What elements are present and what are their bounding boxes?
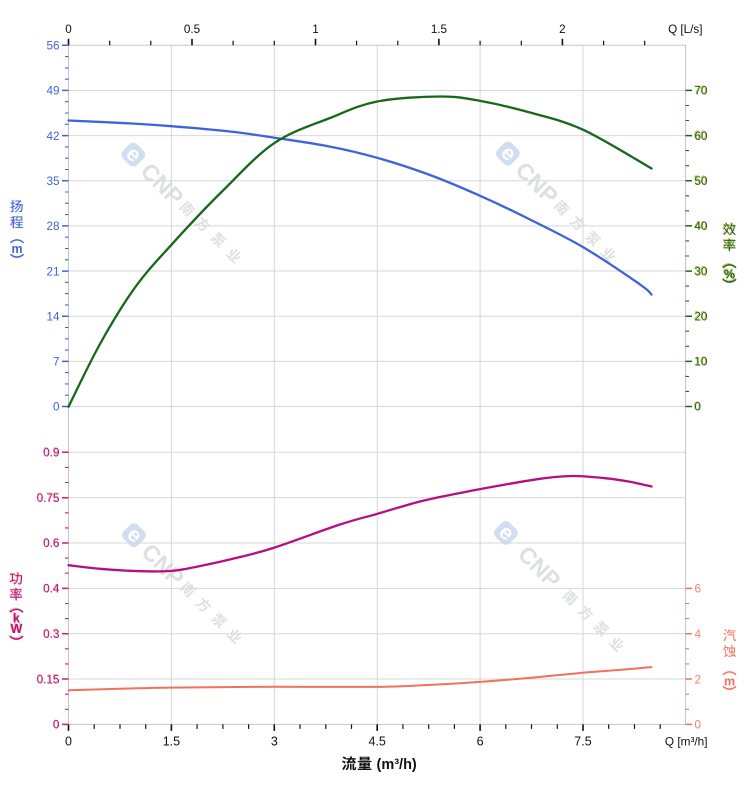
svg-text:Q [m³/h]: Q [m³/h] [665, 735, 708, 749]
svg-text:70: 70 [694, 85, 707, 97]
svg-text:%: % [723, 267, 734, 281]
svg-text:0: 0 [52, 719, 58, 731]
svg-text:W: W [11, 622, 23, 636]
svg-text:35: 35 [46, 175, 60, 188]
svg-text:20: 20 [695, 310, 709, 323]
svg-text:50: 50 [694, 175, 707, 187]
svg-text:0.3: 0.3 [43, 628, 59, 641]
svg-text:k: k [12, 611, 19, 625]
svg-text:0.9: 0.9 [43, 447, 59, 460]
svg-text:m: m [11, 242, 22, 256]
svg-text:0: 0 [694, 401, 700, 413]
svg-text:7: 7 [53, 356, 60, 369]
svg-text:56: 56 [46, 40, 59, 53]
svg-text:21: 21 [46, 265, 59, 278]
svg-text:30: 30 [695, 265, 709, 278]
svg-text:0: 0 [695, 719, 702, 732]
svg-text:1.5: 1.5 [431, 23, 448, 36]
svg-text:4.5: 4.5 [369, 735, 386, 749]
svg-text:m: m [724, 674, 735, 688]
svg-text:0.4: 0.4 [43, 583, 60, 595]
svg-text:3: 3 [271, 735, 278, 749]
svg-text:(m³/h): (m³/h) [377, 757, 417, 773]
svg-text:10: 10 [694, 356, 707, 368]
svg-text:60: 60 [695, 130, 709, 143]
svg-text:2: 2 [559, 23, 566, 36]
svg-text:28: 28 [46, 220, 59, 233]
svg-text:6: 6 [477, 735, 484, 749]
svg-text:0.5: 0.5 [184, 23, 201, 36]
svg-text:4: 4 [695, 628, 702, 641]
svg-text:2: 2 [695, 673, 702, 686]
svg-text:0.3: 0.3 [43, 628, 59, 640]
svg-text:20: 20 [694, 311, 707, 323]
svg-text:0.75: 0.75 [37, 492, 60, 505]
svg-text:42: 42 [46, 130, 59, 143]
svg-text:Q [L/s]: Q [L/s] [668, 23, 702, 36]
svg-text:0.9: 0.9 [43, 447, 59, 459]
svg-text:k: k [13, 612, 20, 626]
svg-text:30: 30 [694, 265, 707, 277]
svg-text:1: 1 [312, 23, 319, 36]
svg-text:0: 0 [65, 735, 72, 749]
svg-text:40: 40 [694, 220, 707, 232]
svg-text:0.4: 0.4 [43, 583, 60, 596]
svg-text:0.75: 0.75 [36, 492, 58, 504]
svg-text:6: 6 [695, 583, 702, 596]
svg-text:40: 40 [695, 220, 709, 233]
svg-text:70: 70 [695, 85, 709, 98]
svg-text:0: 0 [695, 401, 702, 414]
svg-text:49: 49 [46, 85, 59, 98]
svg-text:14: 14 [46, 310, 60, 323]
svg-text:0.15: 0.15 [37, 673, 60, 686]
svg-text:0.15: 0.15 [36, 673, 58, 685]
svg-text:1.5: 1.5 [163, 735, 180, 749]
svg-text:W: W [10, 621, 22, 635]
svg-text:0: 0 [65, 23, 72, 36]
svg-text:0: 0 [53, 401, 60, 414]
svg-text:10: 10 [695, 356, 709, 369]
svg-text:0.6: 0.6 [43, 537, 59, 549]
svg-text:7.5: 7.5 [574, 735, 591, 749]
svg-text:%: % [724, 268, 735, 282]
svg-text:50: 50 [695, 175, 709, 188]
svg-text:0: 0 [53, 719, 60, 732]
svg-text:0.6: 0.6 [43, 537, 59, 550]
svg-text:60: 60 [694, 130, 707, 142]
